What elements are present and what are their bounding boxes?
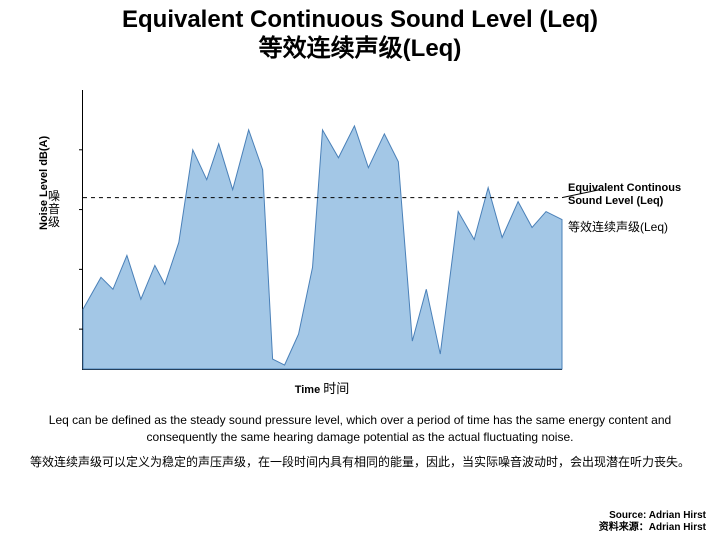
y-axis-label-en: Noise Level dB(A)	[38, 136, 50, 230]
title-en: Equivalent Continuous Sound Level (Leq)	[0, 6, 720, 35]
chart: 噪音级 Noise Level dB(A) Time 时间 Equivalent…	[48, 90, 672, 390]
legend-zh: 等效连续声级(Leq)	[568, 218, 708, 235]
source-credit: Source: Adrian Hirst 资料来源：Adrian Hirst	[599, 510, 706, 534]
description-en: Leq can be defined as the steady sound p…	[30, 412, 690, 446]
page-title: Equivalent Continuous Sound Level (Leq) …	[0, 0, 720, 64]
area-chart-svg	[83, 90, 562, 369]
x-axis-label-zh: 时间	[323, 381, 349, 396]
description-zh: 等效连续声级可以定义为稳定的声压声级，在一段时间内具有相同的能量，因此，当实际噪…	[30, 454, 690, 471]
description: Leq can be defined as the steady sound p…	[30, 412, 690, 470]
x-axis-label: Time 时间	[82, 378, 562, 397]
source-en: Source: Adrian Hirst	[599, 510, 706, 522]
x-axis-label-en: Time	[295, 384, 320, 396]
legend-en: Equivalent Continous Sound Level (Leq)	[568, 182, 708, 208]
plot-area	[82, 90, 562, 370]
source-zh: 资料来源：Adrian Hirst	[599, 522, 706, 534]
y-axis-label-zh: 噪音级	[48, 190, 62, 230]
title-zh: 等效连续声级(Leq)	[0, 35, 720, 64]
